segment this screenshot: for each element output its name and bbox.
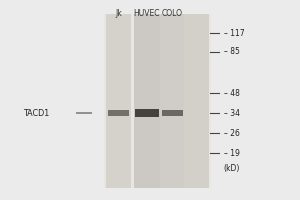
Text: COLO: COLO <box>162 9 183 18</box>
Text: TACD1: TACD1 <box>23 108 50 117</box>
Text: – 117: – 117 <box>224 28 244 38</box>
FancyBboxPatch shape <box>184 14 209 188</box>
Text: – 34: – 34 <box>224 108 239 117</box>
FancyBboxPatch shape <box>104 14 211 188</box>
FancyBboxPatch shape <box>108 110 129 116</box>
FancyBboxPatch shape <box>135 109 159 117</box>
FancyBboxPatch shape <box>134 14 160 188</box>
Text: HUVEC: HUVEC <box>134 9 160 18</box>
FancyBboxPatch shape <box>106 14 131 188</box>
Text: (kD): (kD) <box>224 164 240 173</box>
Text: – 48: – 48 <box>224 88 239 98</box>
Text: Jk: Jk <box>115 9 122 18</box>
FancyBboxPatch shape <box>160 14 185 188</box>
Text: – 19: – 19 <box>224 148 239 158</box>
FancyBboxPatch shape <box>162 110 183 116</box>
Text: – 85: – 85 <box>224 47 239 56</box>
Text: – 26: – 26 <box>224 129 239 138</box>
